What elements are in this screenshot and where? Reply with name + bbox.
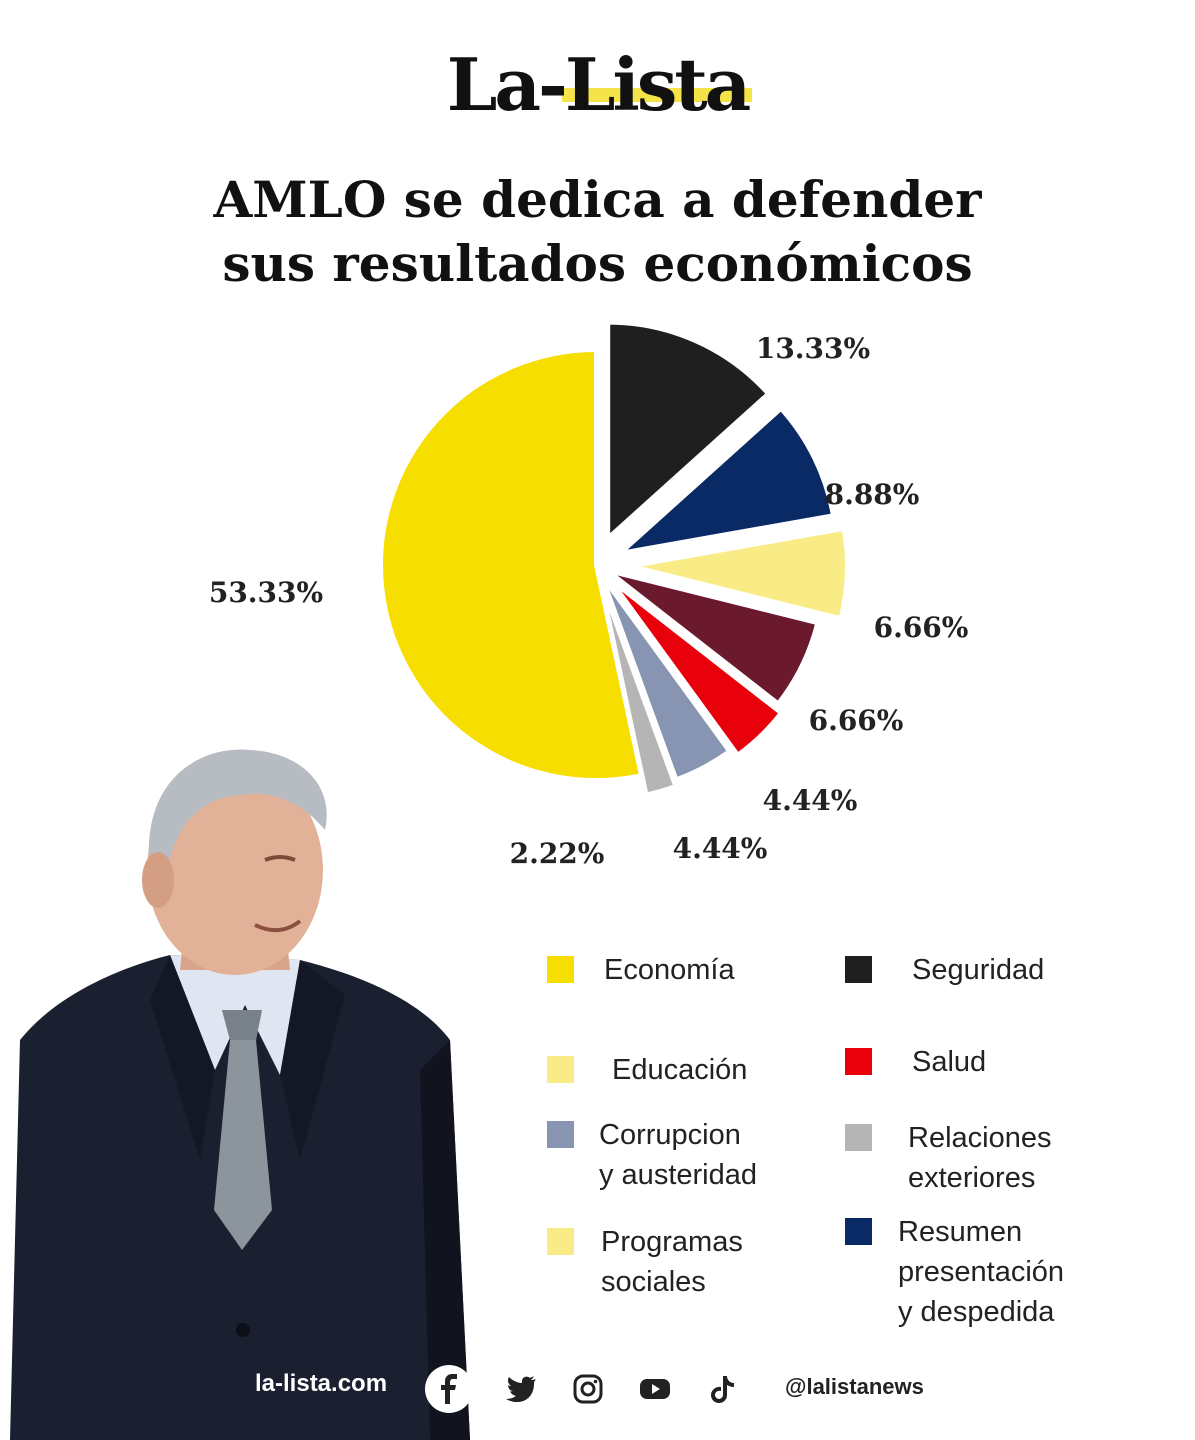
data-label: 8.88% (825, 478, 920, 511)
page-title: AMLO se dedica a defender sus resultados… (0, 168, 1195, 296)
legend-label: Corrupcion y austeridad (599, 1119, 757, 1191)
data-label: 4.44% (673, 832, 768, 865)
legend-item-corrupcion: Corrupcion y austeridad (547, 1115, 757, 1195)
title-line-2: sus resultados económicos (222, 234, 973, 293)
legend-item-programas-sociales: Programas sociales (547, 1222, 743, 1302)
footer-social-handle[interactable]: @lalistanews (785, 1374, 924, 1399)
pie-slice-corrupcion-y-austeridad (600, 576, 732, 782)
pie-slice-salud (609, 579, 784, 758)
pie-slice-educación (607, 569, 820, 707)
tiktok-icon[interactable] (699, 1365, 747, 1413)
legend-item-salud: Salud (845, 1042, 986, 1082)
legend-swatch (547, 956, 574, 983)
twitter-icon[interactable] (496, 1365, 544, 1413)
facebook-icon[interactable] (425, 1365, 473, 1413)
data-label: 53.33% (209, 576, 323, 609)
legend-swatch (547, 1056, 574, 1083)
legend-item-educacion: Educación (547, 1050, 747, 1090)
youtube-icon[interactable] (631, 1365, 679, 1413)
legend-item-economia: Economía (547, 950, 735, 990)
data-label: 6.66% (874, 611, 969, 644)
legend-label: Educación (612, 1054, 748, 1086)
legend-swatch (845, 1218, 872, 1245)
legend-swatch (845, 956, 872, 983)
logo-text: La-Lista (446, 42, 752, 127)
brand-logo: La-Lista (0, 42, 1195, 127)
footer-site-link[interactable]: la-lista.com (255, 1370, 388, 1397)
data-label: 13.33% (756, 332, 870, 365)
pie-slice-seguridad (606, 320, 771, 543)
legend-item-resumen: Resumen presentación y despedida (845, 1212, 1064, 1332)
data-label: 2.22% (510, 837, 605, 870)
title-line-1: AMLO se dedica a defender (213, 170, 982, 229)
legend-label: Seguridad (912, 954, 1045, 986)
pie-slice-economía (379, 347, 644, 782)
legend-label: Resumen presentación y despedida (898, 1216, 1065, 1328)
data-label: 6.66% (809, 704, 904, 737)
pie-slice-resumen-presentación-y-despedida (614, 406, 836, 556)
data-label: 4.44% (763, 784, 858, 817)
legend-swatch (547, 1121, 574, 1148)
legend-swatch (845, 1124, 872, 1151)
logo-underline (562, 88, 753, 102)
legend-label: Salud (912, 1046, 987, 1078)
legend-label: Relaciones exteriores (908, 1122, 1052, 1194)
pie-slice-relaciones-exteriores (599, 583, 678, 797)
legend-swatch (547, 1228, 574, 1255)
legend-label: Economía (604, 954, 735, 986)
legend-swatch (845, 1048, 872, 1075)
legend-item-relaciones-exteriores: Relaciones exteriores (845, 1118, 1051, 1198)
legend-item-seguridad: Seguridad (845, 950, 1044, 990)
instagram-icon[interactable] (564, 1365, 612, 1413)
pie-slice-programas-sociales (631, 526, 849, 621)
person-photo (10, 749, 470, 1440)
pie-chart: 13.33% 8.88% 6.66% 6.66% 4.44% 4.44% 2.22% 53.3… (208, 320, 969, 870)
legend-label: Programas sociales (601, 1226, 743, 1298)
